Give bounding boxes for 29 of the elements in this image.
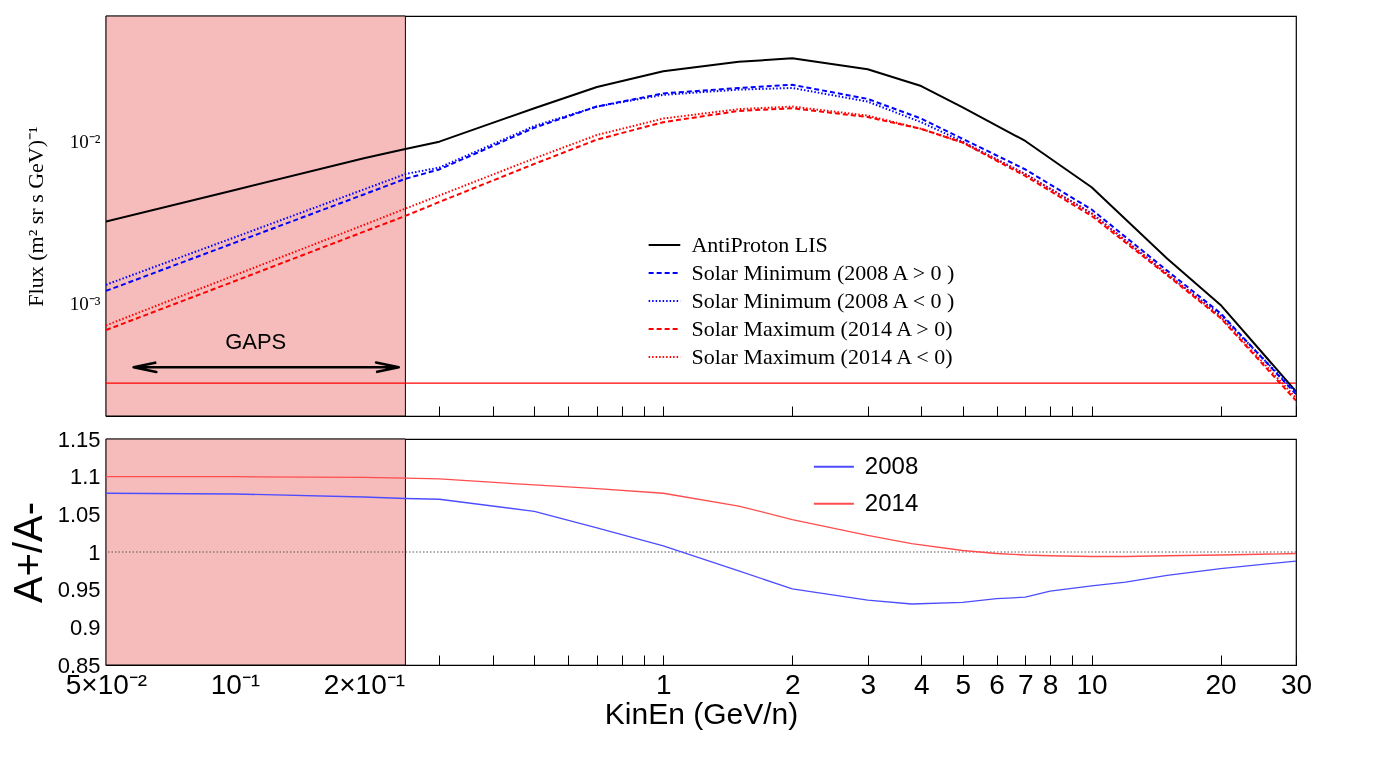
- x-tick-label: 7: [1017, 668, 1034, 700]
- y-tick-label: 1.05: [57, 501, 101, 527]
- x-tick-label: 20: [1205, 668, 1237, 700]
- x-tick-label: 10: [1076, 668, 1108, 700]
- y-tick-label: 0.9: [69, 614, 101, 640]
- y-tick-label: 1.1: [69, 464, 101, 490]
- x-tick-label: 5: [955, 668, 971, 700]
- y-tick-label: 1: [88, 539, 101, 565]
- legend-label: Solar Maximum (2014 A < 0): [691, 344, 953, 369]
- x-tick-label: 8: [1042, 668, 1059, 700]
- x-tick-label: 2×10⁻¹: [323, 668, 406, 700]
- legend-label: Solar Maximum (2014 A > 0): [691, 316, 953, 341]
- y-tick-label: 10⁻²: [69, 131, 101, 153]
- y-tick-label: 10⁻³: [69, 292, 101, 314]
- y-axis-title: A+/A-: [5, 501, 50, 604]
- legend-label: 2008: [864, 451, 919, 479]
- legend-label: AntiProton LIS: [691, 232, 828, 257]
- y-tick-label: 0.95: [57, 577, 101, 603]
- legend-label: 2014: [864, 488, 919, 516]
- x-tick-label: 10⁻¹: [210, 668, 261, 700]
- x-tick-label: 30: [1280, 668, 1313, 700]
- x-tick-label: 6: [989, 668, 1005, 700]
- legend-label: Solar Minimum (2008 A > 0 ): [691, 260, 955, 285]
- x-tick-label: 3: [860, 668, 876, 700]
- y-tick-label: 1.15: [57, 426, 101, 452]
- legend-label: Solar Minimum (2008 A < 0 ): [691, 288, 955, 313]
- band-label: GAPS: [225, 329, 287, 354]
- x-tick-label: 4: [913, 668, 930, 700]
- y-axis-title: Flux (m² sr s GeV)⁻¹: [22, 126, 48, 307]
